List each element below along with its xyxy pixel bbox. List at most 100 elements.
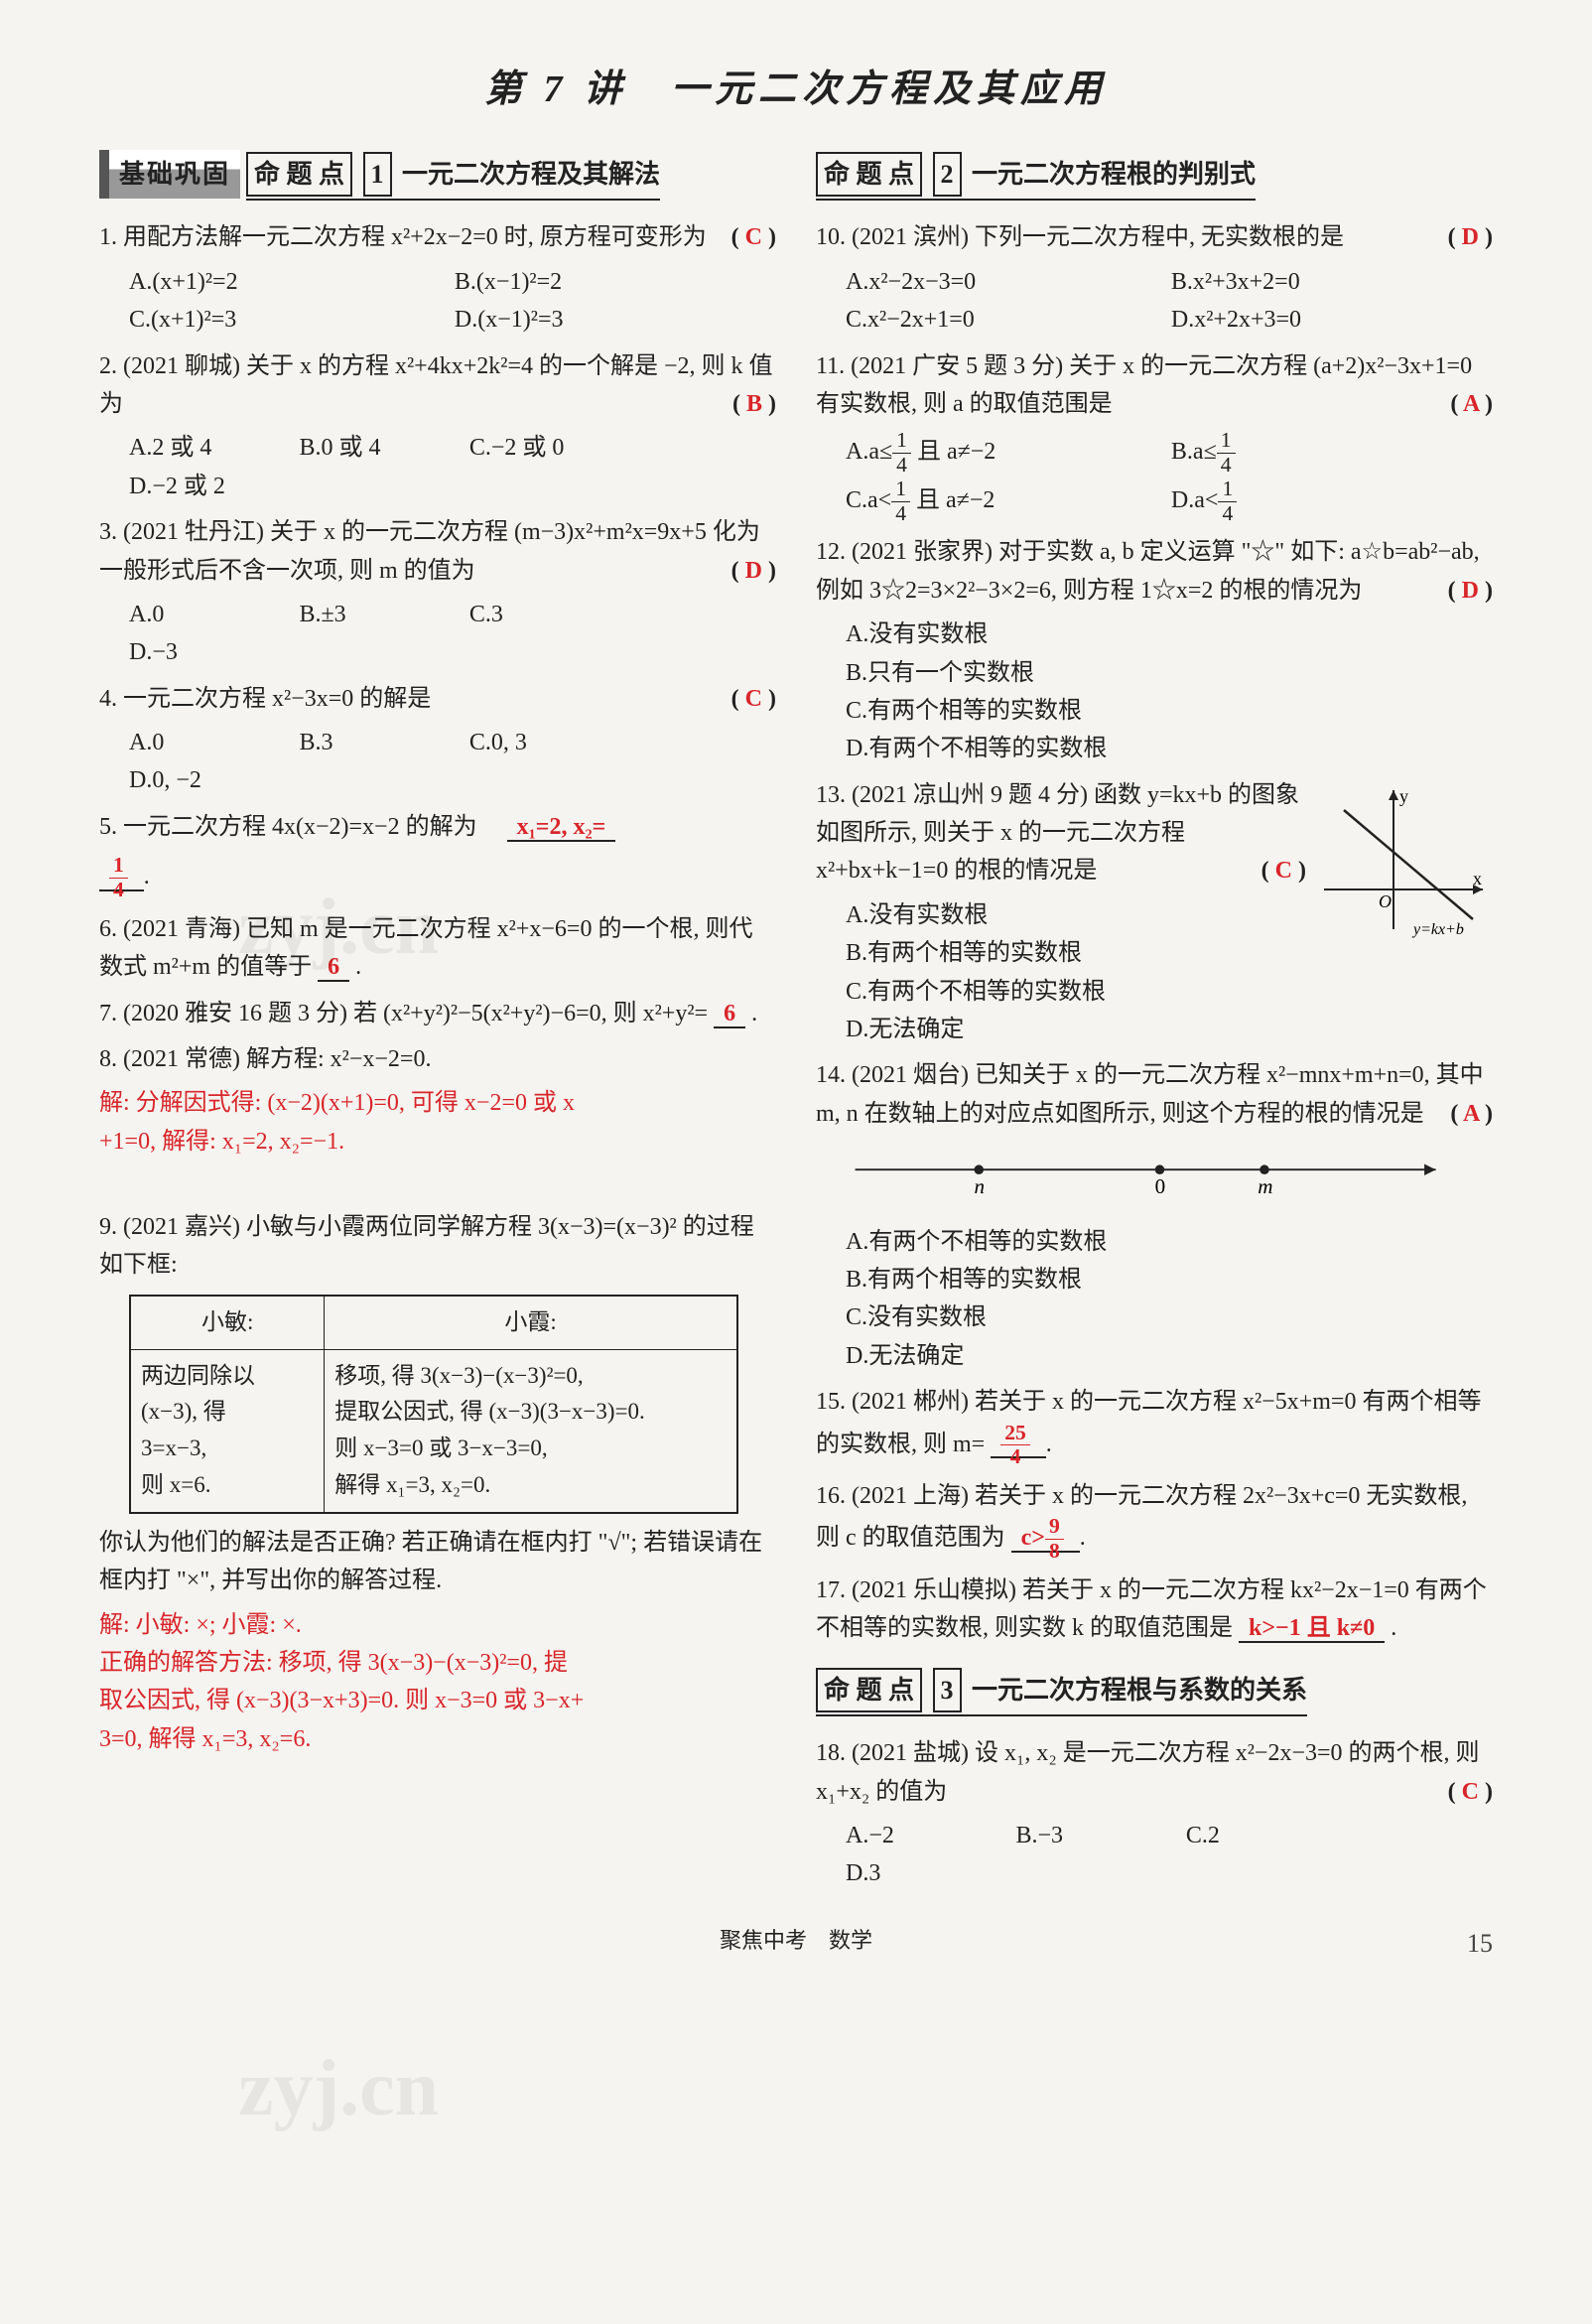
option: D.−2 或 2 [129, 468, 271, 505]
answer-blank: c>98 [1011, 1525, 1080, 1553]
table-header-1: 小敏: [130, 1296, 325, 1349]
cell-line: 则 x=6. [141, 1467, 314, 1504]
n-label: n [974, 1174, 985, 1198]
option: B.有两个相等的实数根 [846, 1261, 1493, 1299]
option-d: D.a<14 [1171, 478, 1469, 526]
zero-label: 0 [1155, 1174, 1166, 1198]
q9-solution-line4: 3=0, 解得 x₁=3, x₂=6. [99, 1720, 776, 1758]
question-text: 3. (2021 牡丹江) 关于 x 的一元二次方程 (m−3)x²+m²x=9… [99, 519, 760, 583]
option: A.x²−2x−3=0 [846, 263, 1143, 301]
option: C.有两个相等的实数根 [846, 692, 1493, 730]
topic-number: 1 [363, 152, 392, 198]
frac-den: 4 [109, 879, 128, 902]
question-text: 8. (2021 常德) 解方程: x²−x−2=0. [99, 1046, 431, 1072]
answer: A [1463, 391, 1479, 417]
answer-paren: ( D ) [1448, 218, 1493, 256]
frac-den: 4 [1000, 1445, 1030, 1469]
q1-options: A.(x+1)²=2 B.(x−1)²=2 C.(x+1)²=3 D.(x−1)… [129, 263, 776, 340]
page-title: 第 7 讲 一元二次方程及其应用 [99, 60, 1493, 120]
answer-paren: ( B ) [732, 385, 776, 423]
answer-blank: 6 [714, 1001, 745, 1028]
cell-line: 两边同除以 [141, 1358, 314, 1395]
answer: C [1275, 858, 1292, 884]
page-footer: 聚焦中考 数学 15 [99, 1923, 1493, 1958]
option: C.有两个不相等的实数根 [846, 973, 1306, 1011]
topic-number: 3 [933, 1668, 962, 1713]
answer-paren: ( A ) [1450, 1095, 1493, 1133]
option: C.x²−2x+1=0 [846, 301, 1143, 339]
question-text: 14. (2021 烟台) 已知关于 x 的一元二次方程 x²−mnx+m+n=… [816, 1062, 1484, 1126]
frac-den: 4 [1218, 502, 1237, 526]
table-cell-left: 两边同除以 (x−3), 得 3=x−3, 则 x=6. [130, 1349, 325, 1513]
question-5-cont: 14 . [99, 854, 776, 902]
answer: A [1463, 1101, 1479, 1127]
frac-num: 1 [892, 429, 911, 454]
question-12: 12. (2021 张家界) 对于实数 a, b 定义运算 "☆" 如下: a☆… [816, 533, 1493, 610]
option: A.有两个不相等的实数根 [846, 1223, 1493, 1261]
answer: D [745, 558, 762, 584]
option: D.有两个不相等的实数根 [846, 730, 1493, 767]
question-text: 13. (2021 凉山州 9 题 4 分) 函数 y=kx+b 的图象如图所示… [816, 782, 1299, 885]
question-text-end: . [1080, 1525, 1086, 1551]
option: D.(x−1)²=3 [455, 301, 752, 339]
cell-line: 提取公因式, 得 (x−3)(3−x−3)=0. [334, 1394, 727, 1431]
opt-text: A.a≤ [846, 439, 892, 465]
topic-3-heading: 命 题 点 3 一元二次方程根与系数的关系 [816, 1668, 1307, 1717]
option: A.没有实数根 [846, 615, 1493, 653]
table-cell-right: 移项, 得 3(x−3)−(x−3)²=0, 提取公因式, 得 (x−3)(3−… [325, 1349, 737, 1513]
q13-options: A.没有实数根 B.有两个相等的实数根 C.有两个不相等的实数根 D.无法确定 [846, 896, 1306, 1049]
question-text: 16. (2021 上海) 若关于 x 的一元二次方程 2x²−3x+c=0 无… [816, 1483, 1467, 1551]
frac-den: 4 [891, 502, 910, 526]
option-a: A.a≤14 且 a≠−2 [846, 429, 1143, 478]
q11-options: A.a≤14 且 a≠−2 B.a≤14 C.a<14 且 a≠−2 D.a<1… [846, 429, 1493, 525]
frac-den: 8 [1045, 1540, 1064, 1564]
question-text: 4. 一元二次方程 x²−3x=0 的解是 [99, 686, 431, 712]
option: C.(x+1)²=3 [129, 301, 427, 339]
cell-line: (x−3), 得 [141, 1394, 314, 1431]
frac-num: 9 [1045, 1515, 1064, 1540]
frac-num: 25 [1000, 1422, 1030, 1446]
option: B.只有一个实数根 [846, 654, 1493, 692]
answer: C [745, 686, 762, 712]
topic-prefix: 命 题 点 [246, 152, 352, 198]
answer-blank: 6 [318, 954, 349, 982]
question-text: 15. (2021 郴州) 若关于 x 的一元二次方程 x²−5x+m=0 有两… [816, 1389, 1481, 1456]
q9-solution-table: 小敏: 小霞: 两边同除以 (x−3), 得 3=x−3, 则 x=6. 移项,… [129, 1295, 738, 1514]
topic-prefix: 命 题 点 [816, 152, 922, 198]
line-label: y=kx+b [1411, 921, 1464, 938]
q8-solution-line2: +1=0, 解得: x₁=2, x₂=−1. [99, 1123, 776, 1161]
option: D.x²+2x+3=0 [1171, 301, 1469, 339]
watermark: zyj.cn [238, 2025, 439, 2152]
option: B.有两个相等的实数根 [846, 934, 1306, 972]
option-c: C.a<14 且 a≠−2 [846, 478, 1143, 526]
question-9: 9. (2021 嘉兴) 小敏与小霞两位同学解方程 3(x−3)=(x−3)² … [99, 1208, 776, 1285]
option: C.3 [469, 596, 611, 633]
opt-text: 且 a≠−2 [911, 439, 995, 465]
option: C.2 [1186, 1817, 1328, 1854]
question-16: 16. (2021 上海) 若关于 x 的一元二次方程 2x²−3x+c=0 无… [816, 1477, 1493, 1564]
topic-title: 一元二次方程及其解法 [402, 160, 660, 189]
y-label: y [1399, 786, 1408, 806]
question-1: 1. 用配方法解一元二次方程 x²+2x−2=0 时, 原方程可变形为 ( C … [99, 218, 776, 256]
cell-line: 解得 x₁=3, x₂=0. [334, 1467, 727, 1504]
frac-num: 1 [1217, 429, 1236, 454]
cell-line: 移项, 得 3(x−3)−(x−3)²=0, [334, 1358, 727, 1395]
footer-title: 聚焦中考 数学 [720, 1928, 872, 1953]
answer: C [1462, 1779, 1479, 1805]
q12-options: A.没有实数根 B.只有一个实数根 C.有两个相等的实数根 D.有两个不相等的实… [846, 615, 1493, 768]
left-column: 基础巩固 命 题 点 1 一元二次方程及其解法 1. 用配方法解一元二次方程 x… [99, 144, 776, 1893]
answer: B [746, 391, 762, 417]
question-10: 10. (2021 滨州) 下列一元二次方程中, 无实数根的是 ( D ) [816, 218, 1493, 256]
cell-line: 3=x−3, [141, 1431, 314, 1467]
option: A.2 或 4 [129, 429, 271, 467]
cell-line: 则 x−3=0 或 3−x−3=0, [334, 1431, 727, 1467]
question-text: 5. 一元二次方程 4x(x−2)=x−2 的解为 [99, 814, 501, 840]
answer-part-a: x₁=2, x₂= [517, 814, 606, 840]
option: B.3 [299, 724, 441, 761]
answer-paren: ( D ) [1448, 572, 1493, 610]
two-column-layout: 基础巩固 命 题 点 1 一元二次方程及其解法 1. 用配方法解一元二次方程 x… [99, 144, 1493, 1893]
option: A.0 [129, 596, 271, 633]
option: B.±3 [299, 596, 441, 633]
opt-text: B.a≤ [1171, 439, 1217, 465]
option: C.−2 或 0 [469, 429, 611, 467]
